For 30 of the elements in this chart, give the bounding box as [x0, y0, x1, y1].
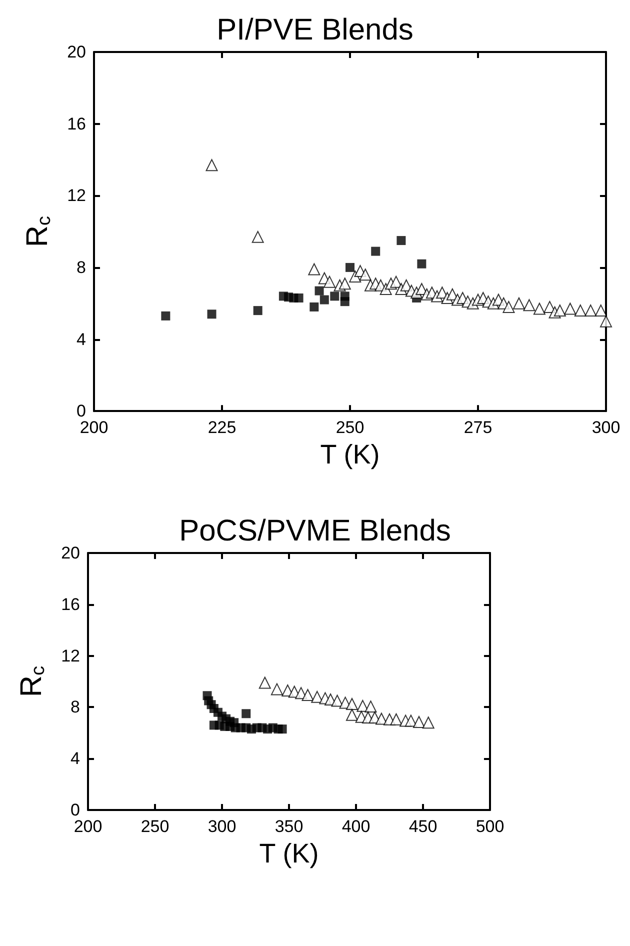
chart-title: PoCS/PVME Blends: [179, 514, 451, 548]
y-tick-label: 20: [61, 544, 80, 562]
x-tick-label: 300: [592, 418, 620, 438]
y-tick-label: 16: [67, 114, 86, 134]
y-tick-label: 0: [70, 800, 80, 820]
x-tick-label: 250: [336, 418, 364, 438]
x-tick-label: 200: [74, 817, 102, 836]
x-tick-label: 250: [140, 817, 170, 836]
y-tick-label: 8: [70, 698, 80, 717]
x-tick-label: 225: [208, 418, 236, 438]
x-axis-title: T (K): [259, 838, 319, 868]
y-tick-label: 4: [76, 330, 86, 349]
y-tick-label: 0: [76, 402, 86, 421]
y-tick-label: 4: [70, 749, 80, 768]
x-tick-label: 350: [274, 817, 304, 836]
chart-title: PI/PVE Blends: [216, 14, 414, 46]
x-tick-label: 275: [464, 418, 492, 438]
y-axis-title: Rc: [21, 216, 55, 248]
x-tick-label: 200: [80, 418, 108, 438]
x-tick-label: 450: [408, 817, 438, 836]
x-tick-label: 500: [476, 817, 504, 836]
y-tick-label: 12: [61, 646, 80, 666]
y-tick-label: 12: [67, 186, 86, 206]
y-tick-label: 20: [67, 42, 86, 62]
x-axis-title: T (K): [320, 440, 380, 470]
x-tick-label: 400: [342, 817, 370, 836]
y-tick-label: 8: [76, 258, 86, 277]
x-tick-label: 300: [208, 817, 236, 836]
y-tick-label: 16: [61, 594, 80, 614]
y-axis-title: Rc: [15, 666, 49, 698]
